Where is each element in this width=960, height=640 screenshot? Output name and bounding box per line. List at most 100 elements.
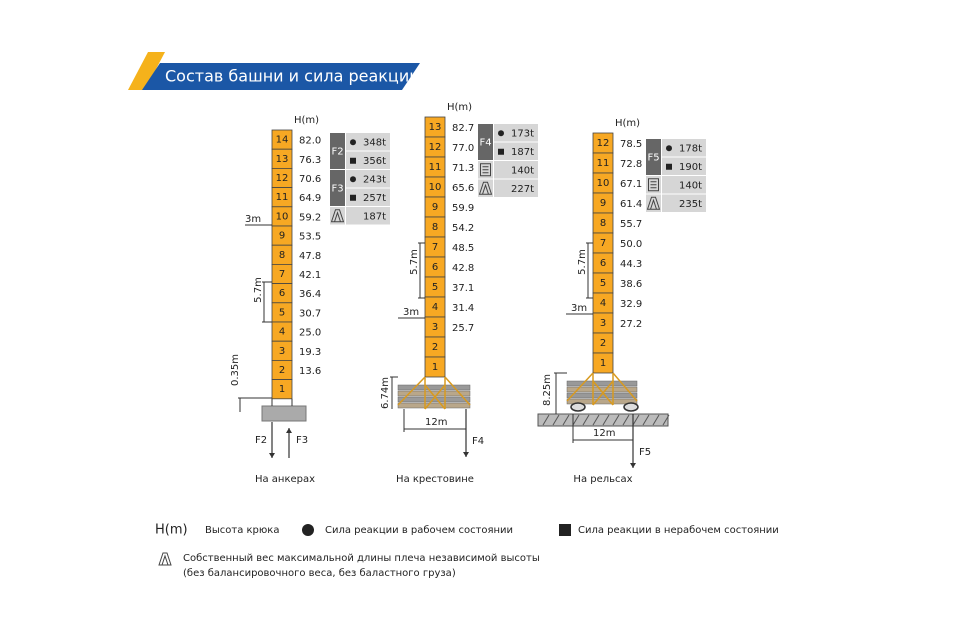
line <box>397 376 426 406</box>
legend-text: (без балансировочного веса, без баластно… <box>183 568 456 579</box>
line <box>612 414 620 426</box>
weight-icon <box>646 196 661 210</box>
height-value: 76.3 <box>299 155 321 166</box>
height-value: 42.1 <box>299 270 321 281</box>
height-value: 53.5 <box>299 232 321 243</box>
section-number: 10 <box>276 211 289 222</box>
height-value: 38.6 <box>620 279 642 290</box>
height-value: 67.1 <box>620 179 642 190</box>
height-value: 25.7 <box>452 323 474 334</box>
weight-value: 187t <box>363 211 386 222</box>
section-number: 5 <box>600 278 606 289</box>
base-slab <box>566 398 638 405</box>
height-value: 19.3 <box>299 347 321 358</box>
ballast-icon <box>480 163 491 177</box>
section-number: 10 <box>429 182 442 193</box>
section-number: 11 <box>597 158 610 169</box>
force-value: 243t <box>363 174 386 185</box>
line <box>632 414 640 426</box>
arrow-head <box>286 428 292 433</box>
arrow-label: F3 <box>296 435 308 446</box>
height-value: 61.4 <box>620 199 642 210</box>
section-number: 7 <box>600 238 606 249</box>
height-value: 27.2 <box>620 319 642 330</box>
section-number: 6 <box>432 262 438 273</box>
section-number: 6 <box>600 258 606 269</box>
section-number: 6 <box>279 288 285 299</box>
section-number: 3 <box>279 346 285 357</box>
arrow-label: F5 <box>639 447 651 458</box>
value-cell <box>346 188 390 206</box>
icon-cell <box>330 207 345 225</box>
icon-cell <box>478 179 493 197</box>
force-value: 178t <box>679 143 702 154</box>
weight-icon <box>478 181 493 195</box>
section-number: 2 <box>600 338 606 349</box>
ground <box>537 413 669 427</box>
legend-nonworking-marker <box>559 524 571 536</box>
base-slab <box>566 380 638 387</box>
force-value: 190t <box>679 162 702 173</box>
dimension: 5.7m <box>253 277 264 303</box>
height-value: 59.2 <box>299 212 321 223</box>
value-cell <box>662 176 706 194</box>
height-value: 71.3 <box>452 163 474 174</box>
height-value: 50.0 <box>620 239 642 250</box>
height-value: 44.3 <box>620 259 642 270</box>
h-label: H(m) <box>615 118 640 129</box>
dimension: 0.35m <box>230 354 241 386</box>
line <box>444 376 471 406</box>
weight-value: 235t <box>679 199 702 210</box>
force-label: F2 <box>331 147 343 158</box>
value-cell <box>494 161 538 179</box>
height-value: 70.6 <box>299 174 321 185</box>
dimension: 3m <box>245 214 261 225</box>
base-slab <box>566 392 638 399</box>
force-value: 257t <box>363 193 386 204</box>
rail-wheel <box>570 402 586 412</box>
banner <box>142 63 420 90</box>
section-number: 7 <box>279 269 285 280</box>
arrow-label: F4 <box>472 436 484 447</box>
line <box>592 414 600 426</box>
section-number: 4 <box>279 327 285 338</box>
weight-value: 140t <box>511 165 534 176</box>
force-label-cell <box>330 133 345 169</box>
section-number: 3 <box>432 322 438 333</box>
value-cell <box>494 124 538 142</box>
section-number: 13 <box>276 154 289 165</box>
dimension: 8.25m <box>542 374 553 406</box>
section-number: 2 <box>432 342 438 353</box>
legend-text: Собственный вес максимальной длины плеча… <box>183 553 540 564</box>
section-number: 4 <box>432 302 438 313</box>
height-value: 30.7 <box>299 308 321 319</box>
value-cell <box>662 194 706 212</box>
height-value: 59.9 <box>452 203 474 214</box>
section-number: 1 <box>432 362 438 373</box>
height-value: 13.6 <box>299 366 321 377</box>
section-number: 1 <box>279 384 285 395</box>
base-slab <box>397 384 471 391</box>
force-label: F5 <box>647 153 659 164</box>
force-label: F3 <box>331 184 343 195</box>
height-value: 72.8 <box>620 159 642 170</box>
height-value: 55.7 <box>620 219 642 230</box>
ballast-icon <box>648 178 659 192</box>
anchor-base <box>261 405 307 422</box>
force-label-cell <box>478 124 493 160</box>
section-number: 1 <box>600 358 606 369</box>
height-value: 78.5 <box>620 139 642 150</box>
nonworking-marker <box>498 148 504 155</box>
weight-value: 140t <box>679 180 702 191</box>
value-cell <box>346 207 390 225</box>
arrow-label: F2 <box>255 435 267 446</box>
section-number: 8 <box>279 250 285 261</box>
value-cell <box>494 179 538 197</box>
weight-icon <box>330 209 345 223</box>
working-marker <box>350 139 356 146</box>
nonworking-marker <box>350 157 356 164</box>
dimension: 12m <box>425 417 447 428</box>
force-value: 348t <box>363 137 386 148</box>
height-value: 42.8 <box>452 263 474 274</box>
